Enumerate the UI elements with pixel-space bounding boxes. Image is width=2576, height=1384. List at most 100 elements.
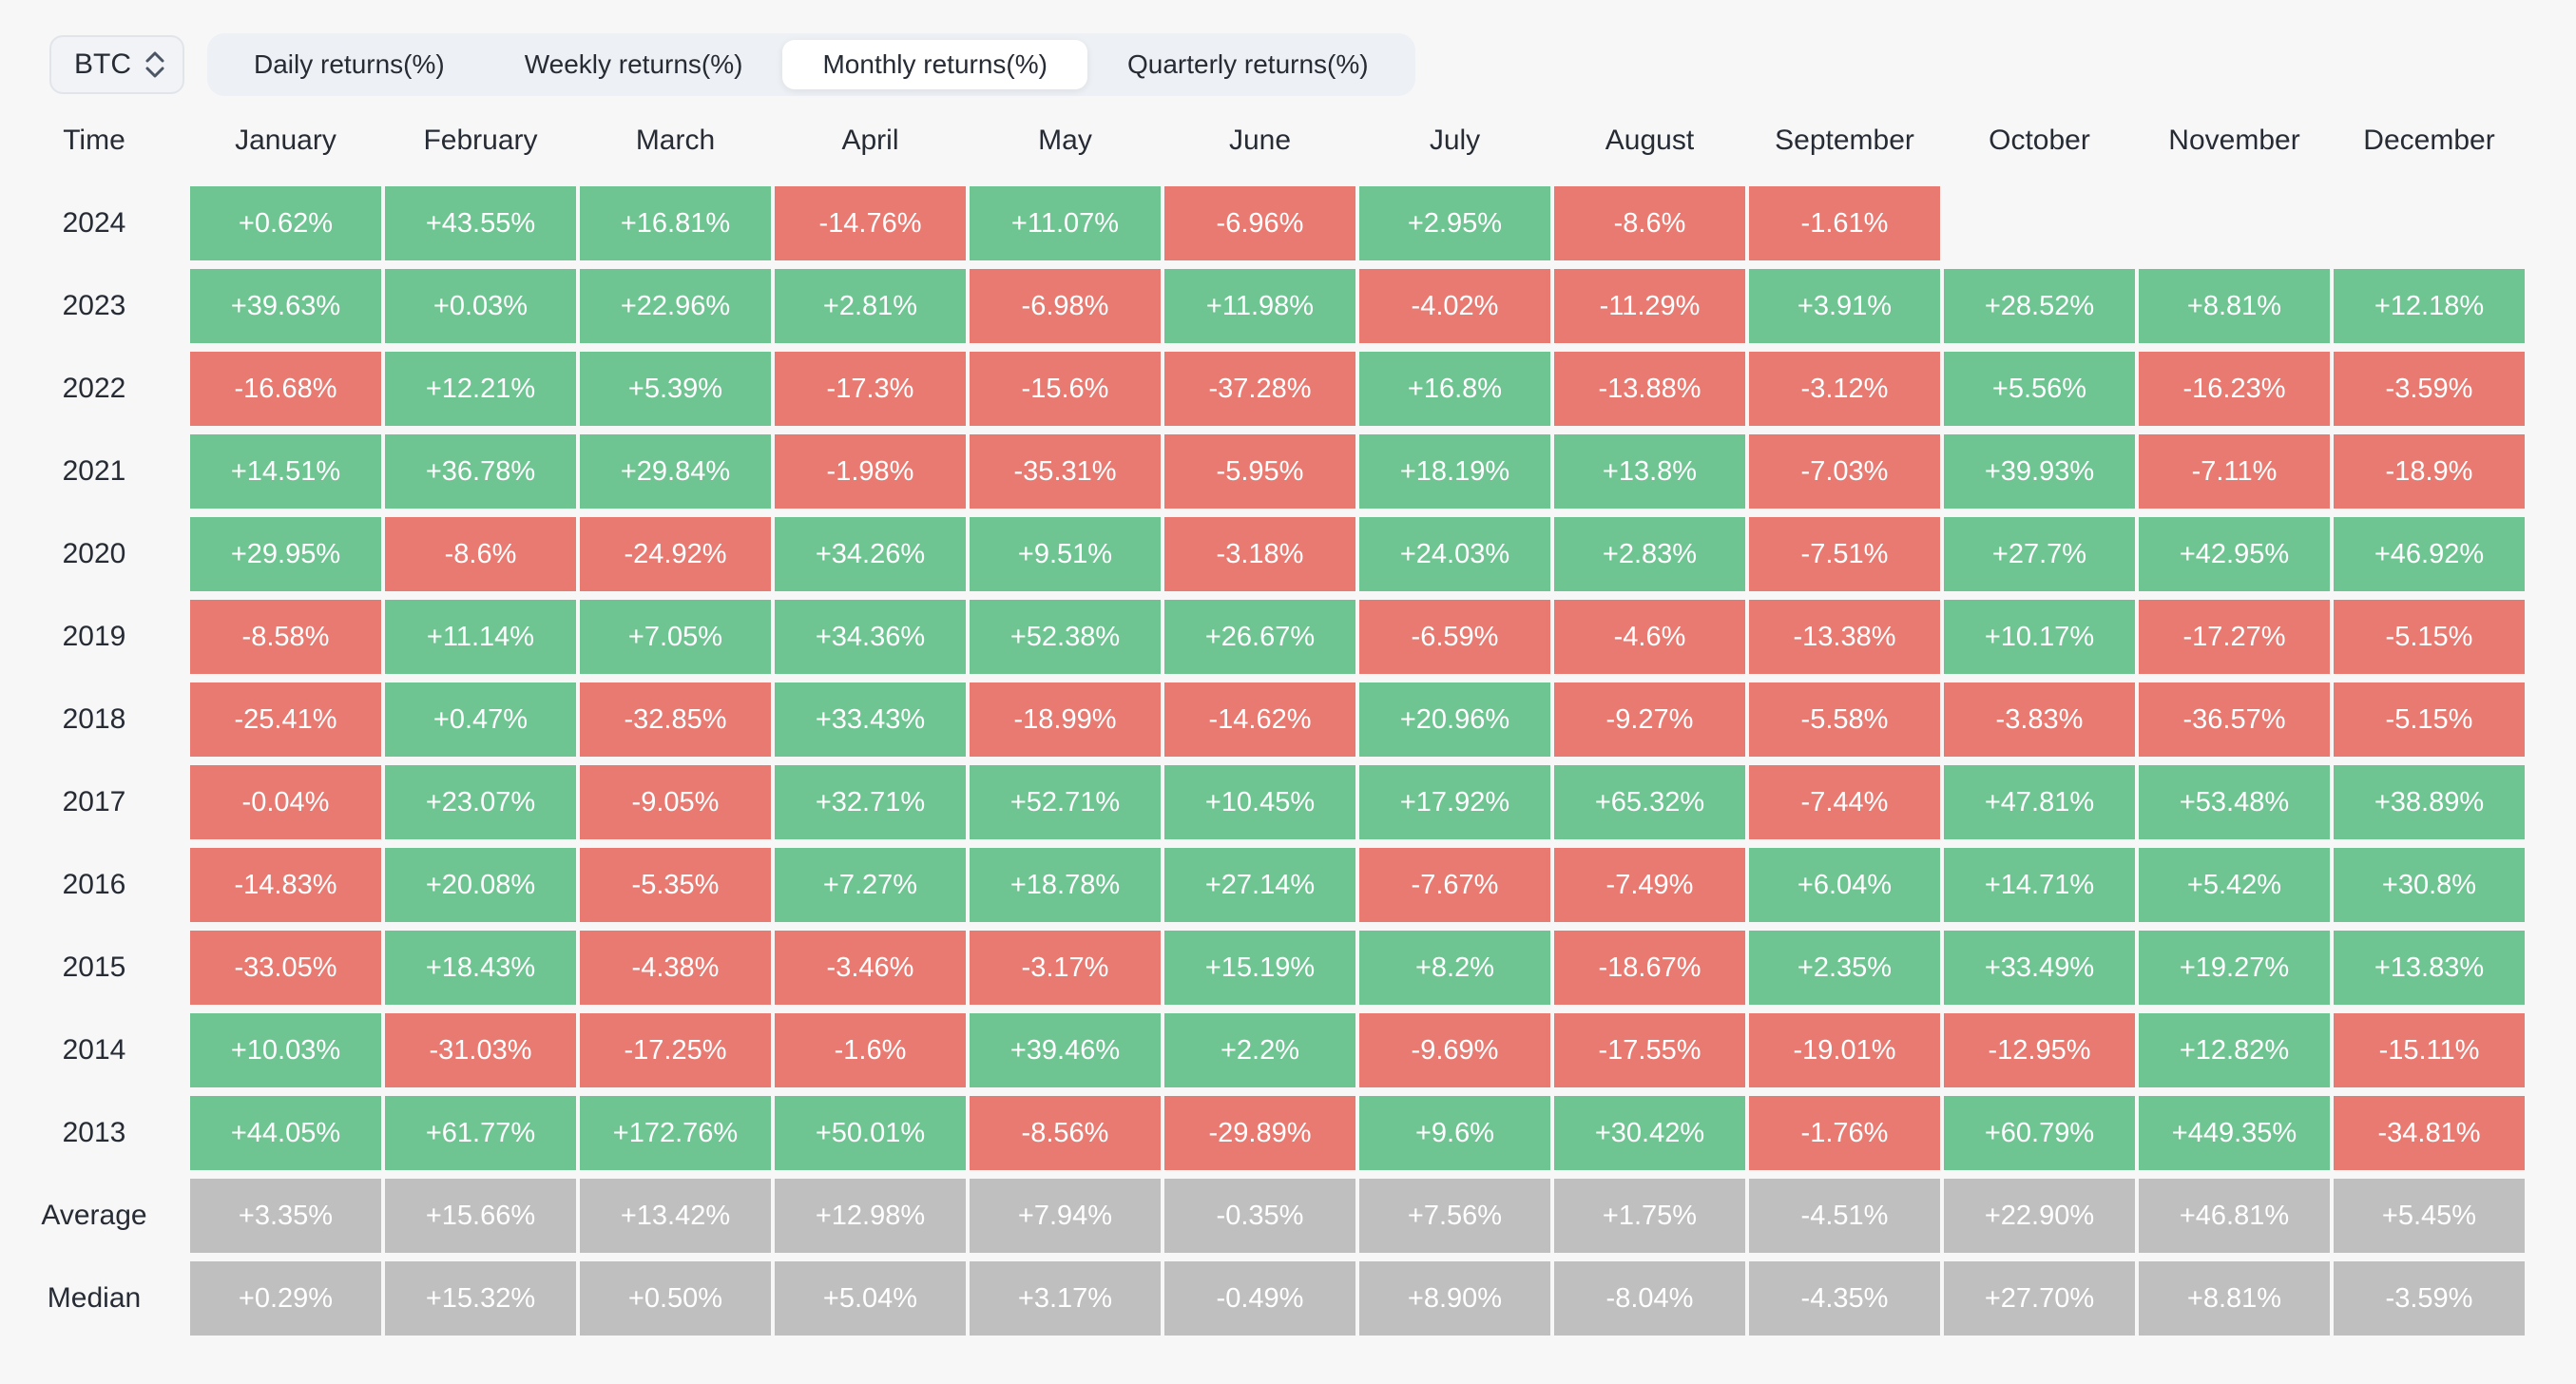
return-cell: +39.93% (1944, 434, 2135, 509)
return-cell: -8.58% (190, 600, 381, 674)
return-cell: +52.71% (970, 765, 1161, 839)
return-cell: +15.19% (1164, 931, 1355, 1005)
return-cell: +8.90% (1359, 1261, 1550, 1336)
return-cell: +2.2% (1164, 1013, 1355, 1087)
return-cell: +1.75% (1554, 1179, 1745, 1253)
row-label: 2022 (62, 373, 126, 404)
return-cell: +30.42% (1554, 1096, 1745, 1170)
return-cell: -17.25% (580, 1013, 771, 1087)
return-cell: -3.17% (970, 931, 1161, 1005)
return-cell: -17.3% (775, 352, 966, 426)
return-cell: -3.12% (1749, 352, 1940, 426)
return-cell: +16.8% (1359, 352, 1550, 426)
table-row-average: Average +3.35% +15.66% +13.42% +12.98% +7.94%… (0, 1179, 2576, 1253)
tab-quarterly-returns[interactable]: Quarterly returns(%) (1087, 40, 1409, 89)
row-label: 2024 (62, 207, 126, 239)
return-cell: -13.88% (1554, 352, 1745, 426)
month-header-march: March (635, 125, 716, 156)
return-cell: -1.6% (775, 1013, 966, 1087)
table-row-2024: 2024 +0.62% +43.55% +16.81% -14.76% +11.07% -6… (0, 186, 2576, 260)
return-cell: -14.83% (190, 848, 381, 922)
table-row-2016: 2016 -14.83% +20.08% -5.35% +7.27% +18.78% +27… (0, 848, 2576, 922)
return-cell: -1.98% (775, 434, 966, 509)
return-cell: +18.43% (385, 931, 576, 1005)
return-cell: +20.96% (1359, 682, 1550, 757)
return-cell: -5.58% (1749, 682, 1940, 757)
row-label: Median (47, 1282, 142, 1314)
return-cell: -3.83% (1944, 682, 2135, 757)
return-cell: +33.49% (1944, 931, 2135, 1005)
month-header-october: October (1989, 125, 2090, 156)
return-cell: -5.95% (1164, 434, 1355, 509)
return-cell: +34.36% (775, 600, 966, 674)
row-label: 2015 (62, 952, 126, 983)
return-cell: +39.63% (190, 269, 381, 343)
return-cell: +13.83% (2334, 931, 2525, 1005)
return-cell: +10.45% (1164, 765, 1355, 839)
return-cell-empty (2334, 186, 2525, 260)
return-cell: +12.21% (385, 352, 576, 426)
return-cell: -7.67% (1359, 848, 1550, 922)
return-cell: +15.66% (385, 1179, 576, 1253)
return-cell: +7.94% (970, 1179, 1161, 1253)
table-row-2015: 2015 -33.05% +18.43% -4.38% -3.46% -3.17% +15.… (0, 931, 2576, 1005)
return-cell: +27.7% (1944, 517, 2135, 591)
return-cell: +26.67% (1164, 600, 1355, 674)
month-header-january: January (235, 125, 336, 156)
return-cell: -5.15% (2334, 682, 2525, 757)
return-cell: +8.2% (1359, 931, 1550, 1005)
return-cell: +39.46% (970, 1013, 1161, 1087)
return-cell: +8.81% (2139, 269, 2330, 343)
month-header-november: November (2168, 125, 2300, 156)
return-cell: -4.38% (580, 931, 771, 1005)
return-cell: -6.59% (1359, 600, 1550, 674)
return-cell: +14.51% (190, 434, 381, 509)
return-cell: +29.95% (190, 517, 381, 591)
return-cell: +172.76% (580, 1096, 771, 1170)
return-cell: -4.35% (1749, 1261, 1940, 1336)
tab-monthly-returns[interactable]: Monthly returns(%) (782, 40, 1087, 89)
row-label: 2021 (62, 455, 126, 487)
return-cell: +46.92% (2334, 517, 2525, 591)
returns-tabbar: Daily returns(%) Weekly returns(%) Monthly… (207, 33, 1415, 96)
return-cell: +2.35% (1749, 931, 1940, 1005)
return-cell: -11.29% (1554, 269, 1745, 343)
return-cell: +19.27% (2139, 931, 2330, 1005)
return-cell: -15.11% (2334, 1013, 2525, 1087)
return-cell: -16.23% (2139, 352, 2330, 426)
return-cell: -36.57% (2139, 682, 2330, 757)
return-cell: +13.8% (1554, 434, 1745, 509)
tab-weekly-returns[interactable]: Weekly returns(%) (485, 40, 783, 89)
return-cell: +36.78% (385, 434, 576, 509)
return-cell: -14.62% (1164, 682, 1355, 757)
return-cell: +23.07% (385, 765, 576, 839)
return-cell: +11.14% (385, 600, 576, 674)
return-cell: +15.32% (385, 1261, 576, 1336)
return-cell: +12.82% (2139, 1013, 2330, 1087)
return-cell: +22.96% (580, 269, 771, 343)
month-header-september: September (1775, 125, 1914, 156)
return-cell: +8.81% (2139, 1261, 2330, 1336)
return-cell: +12.98% (775, 1179, 966, 1253)
return-cell: -4.02% (1359, 269, 1550, 343)
return-cell: -3.59% (2334, 352, 2525, 426)
return-cell: +27.70% (1944, 1261, 2135, 1336)
return-cell: -8.6% (1554, 186, 1745, 260)
asset-selector[interactable]: BTC (49, 35, 184, 94)
tab-daily-returns[interactable]: Daily returns(%) (214, 40, 485, 89)
return-cell: -33.05% (190, 931, 381, 1005)
return-cell: -3.18% (1164, 517, 1355, 591)
return-cell: -17.27% (2139, 600, 2330, 674)
updown-chevron-icon (144, 50, 165, 79)
return-cell: +2.83% (1554, 517, 1745, 591)
time-column-header: Time (63, 125, 125, 156)
return-cell: +10.17% (1944, 600, 2135, 674)
return-cell: -0.49% (1164, 1261, 1355, 1336)
return-cell: -6.98% (970, 269, 1161, 343)
row-label: 2013 (62, 1117, 126, 1148)
return-cell: +6.04% (1749, 848, 1940, 922)
month-header-july: July (1429, 125, 1481, 156)
return-cell: -18.9% (2334, 434, 2525, 509)
return-cell: +13.42% (580, 1179, 771, 1253)
return-cell: +3.35% (190, 1179, 381, 1253)
